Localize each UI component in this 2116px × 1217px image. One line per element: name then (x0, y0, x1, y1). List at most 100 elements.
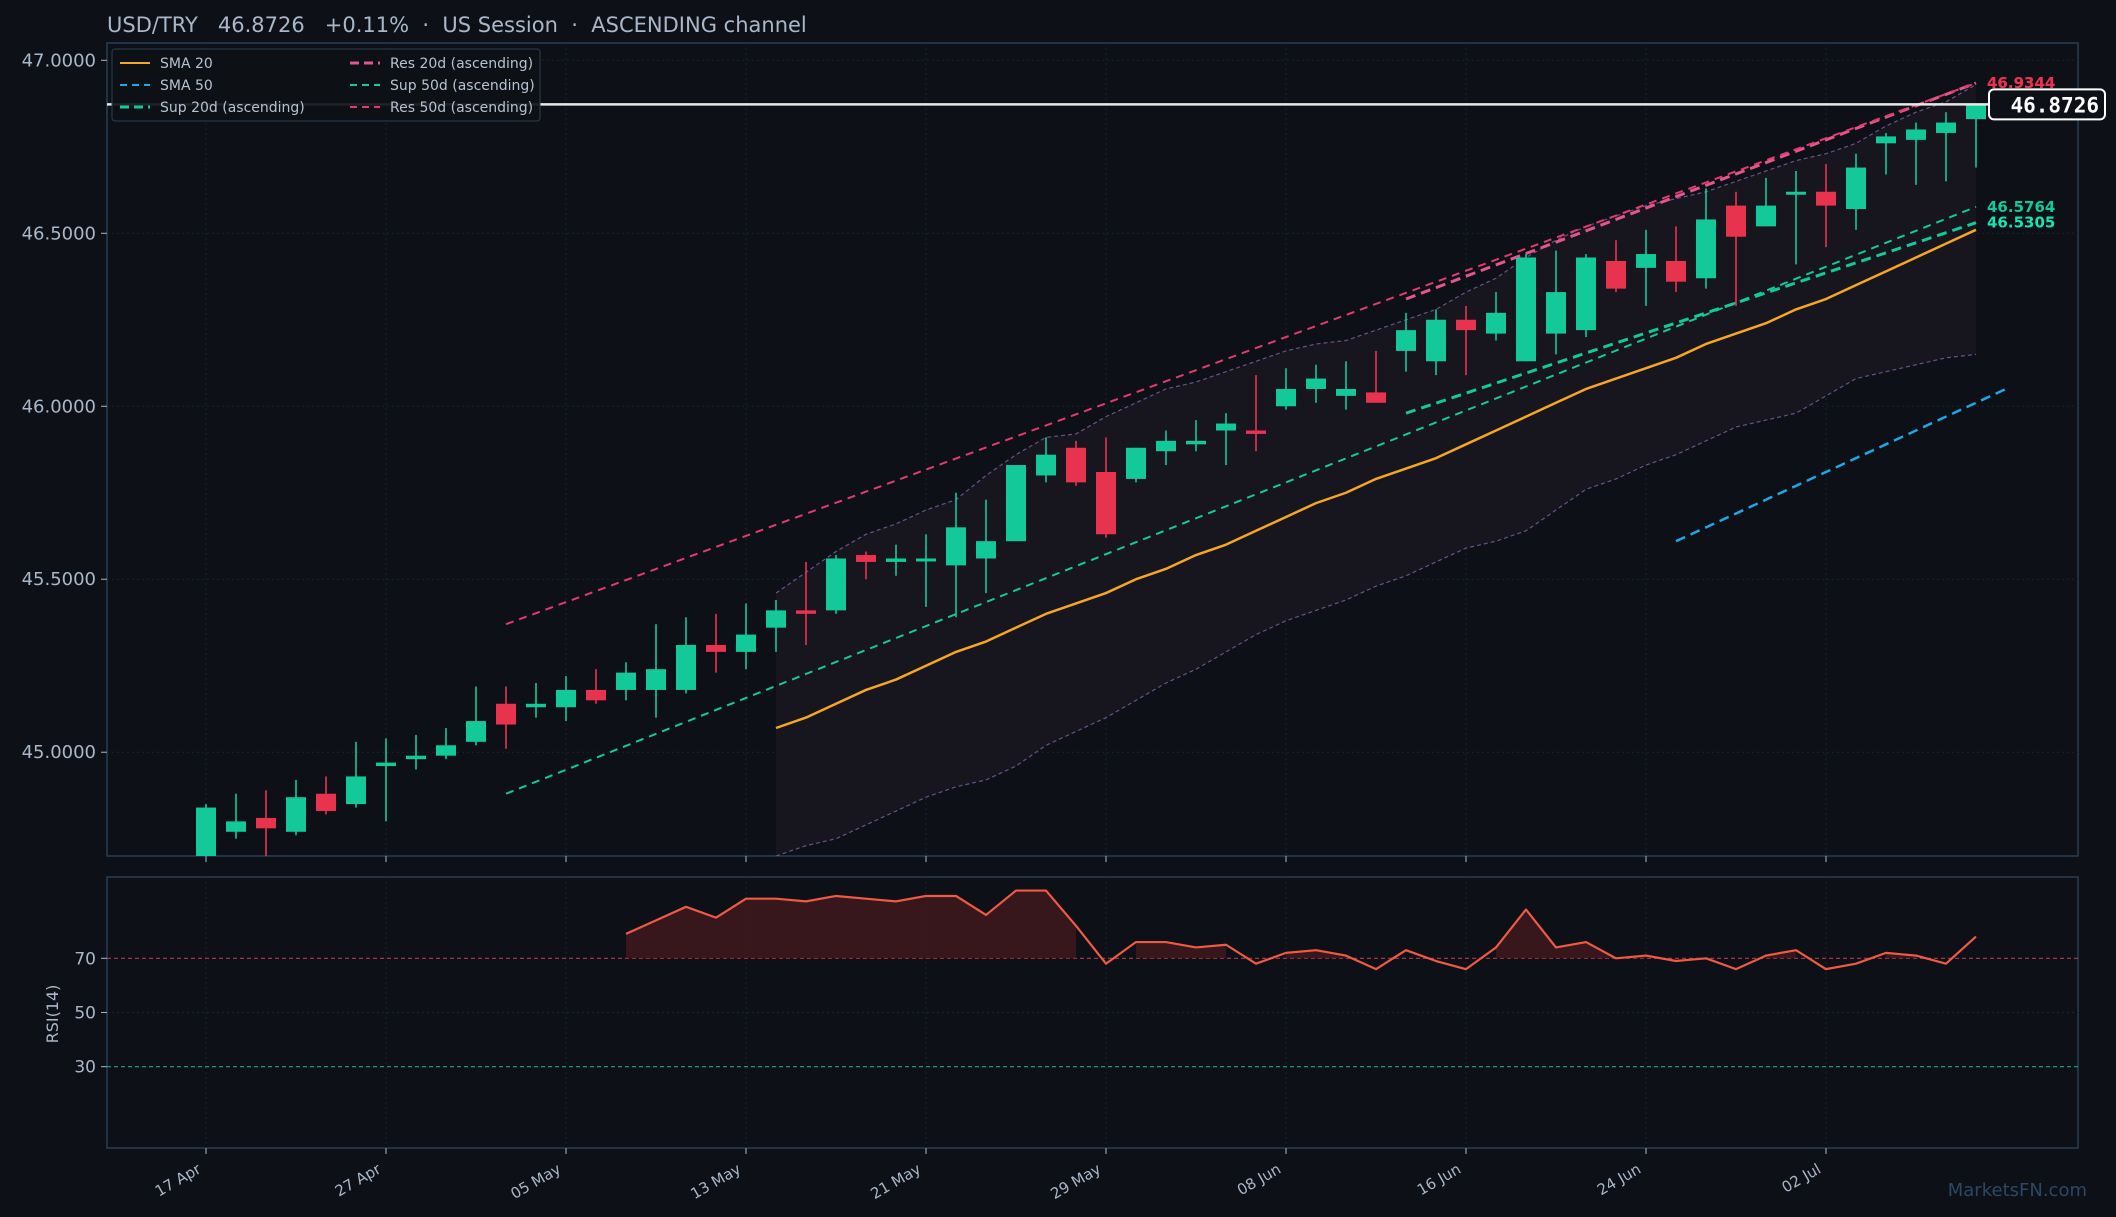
y-tick-label: 45.5000 (22, 569, 96, 590)
candle-body (1036, 454, 1056, 476)
candle-body (736, 634, 756, 652)
rsi-y-tick-label: 30 (74, 1058, 96, 1078)
legend-label: Res 20d (ascending) (390, 56, 533, 72)
candle (1846, 153, 1866, 230)
candle (316, 776, 336, 815)
y-tick-label: 45.0000 (22, 742, 96, 763)
candle (406, 734, 426, 770)
candle (346, 741, 366, 808)
candle-body (1486, 312, 1506, 334)
candle (1696, 188, 1716, 289)
candle (1666, 226, 1686, 293)
candle (1966, 105, 1986, 168)
candle-body (1156, 440, 1176, 452)
candle-body (1006, 465, 1026, 542)
candle (1606, 240, 1626, 293)
rsi-y-tick-label: 70 (74, 949, 96, 969)
candle (1186, 420, 1206, 452)
candle-body (496, 703, 516, 725)
level-label: 46.9344 (1987, 74, 2055, 92)
candle (646, 624, 666, 718)
candle-body (196, 807, 216, 856)
rsi-overbought-fill (626, 890, 1076, 959)
rsi-line (625, 889, 1977, 971)
candle (856, 551, 876, 580)
candle-body (226, 821, 246, 832)
candle-body (286, 797, 306, 832)
level-label: 46.5764 (1987, 198, 2055, 216)
candle-body (466, 721, 486, 742)
candle-body (1696, 219, 1716, 279)
candle (1276, 368, 1296, 410)
candle (1486, 292, 1506, 341)
candle-body (706, 644, 726, 652)
candle-body (1546, 292, 1566, 334)
candle-body (676, 644, 696, 690)
rsi-overbought-fill (1136, 942, 1226, 959)
candle (796, 561, 816, 645)
candle-body (1786, 191, 1806, 195)
candle (976, 499, 996, 594)
candle-body (1456, 319, 1476, 331)
candle (1726, 191, 1746, 306)
candle-body (766, 610, 786, 628)
candle (1396, 312, 1416, 372)
candle-body (1426, 319, 1446, 362)
candle-body (1876, 136, 1896, 144)
candle (226, 793, 246, 839)
candle-body (856, 555, 876, 562)
series-line-0 (775, 228, 1977, 730)
watermark: MarketsFN.com (1948, 1180, 2087, 1201)
candle (1456, 305, 1476, 376)
y-tick-label: 46.0000 (22, 396, 96, 417)
candle-body (1966, 105, 1986, 120)
candle (1336, 361, 1356, 410)
candle-body (436, 745, 456, 756)
rsi-overbought-fill (1496, 909, 1646, 959)
candle (526, 683, 546, 718)
candle-body (1726, 205, 1746, 237)
candle-body (526, 703, 546, 708)
series-line-1 (1675, 387, 2007, 543)
candle (1096, 437, 1116, 538)
candle (556, 676, 576, 722)
candle (1756, 177, 1776, 227)
candle-body (796, 610, 816, 614)
candle-body (1366, 392, 1386, 403)
candle (586, 669, 606, 704)
candle-body (826, 558, 846, 611)
candle (1876, 132, 1896, 175)
candle (1576, 254, 1596, 338)
legend-label: Res 50d (ascending) (390, 100, 533, 116)
candle (706, 613, 726, 673)
candle (676, 617, 696, 694)
candle-body (886, 558, 906, 562)
candle-body (1096, 471, 1116, 535)
candle-body (1606, 260, 1626, 289)
legend-box (111, 48, 541, 122)
candle-body (1276, 388, 1296, 407)
series-line-4 (1405, 81, 1977, 301)
candle-body (1756, 205, 1776, 227)
last-price-label: 46.8726 (2010, 93, 2099, 117)
candle (826, 555, 846, 614)
candle (946, 492, 966, 618)
candle-body (946, 527, 966, 566)
candle (436, 727, 456, 760)
candle (886, 544, 906, 576)
candle (1546, 250, 1566, 355)
candle (1246, 375, 1266, 452)
candle (1786, 171, 1806, 265)
candle-body (316, 793, 336, 812)
main-plot-area (196, 81, 2007, 856)
chart-title: USD/TRY 46.8726 +0.11% · US Session · AS… (107, 13, 807, 37)
legend-label: SMA 50 (160, 78, 213, 94)
candle-body (1846, 167, 1866, 210)
candle-body (1216, 423, 1236, 431)
candle-body (616, 672, 636, 690)
candle (736, 603, 756, 670)
candle (1126, 447, 1146, 483)
candle (1216, 413, 1236, 466)
